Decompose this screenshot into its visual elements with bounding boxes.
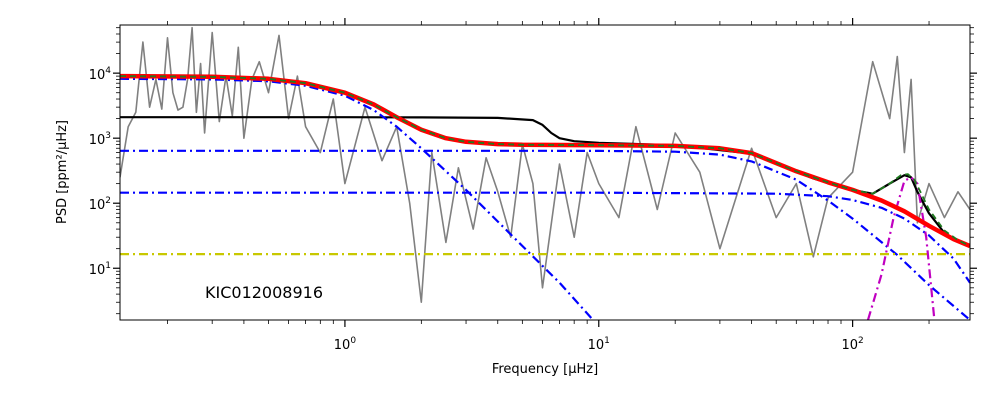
- tick-layer: 100 101 102 101 102 103 104: [89, 18, 977, 353]
- y-tick-label: 104: [89, 66, 112, 83]
- x-tick-label: 100: [334, 336, 357, 353]
- series-line-0: [120, 26, 970, 304]
- series-line-8: [120, 75, 970, 247]
- x-axis-label: Frequency [μHz]: [492, 362, 598, 377]
- series-line-4: [120, 191, 970, 284]
- series-layer: [120, 26, 970, 320]
- plot-area: [120, 25, 970, 320]
- plot-frame: [119, 24, 971, 321]
- star-id-annotation: KIC012008916: [205, 283, 323, 302]
- series-line-2: [120, 77, 594, 320]
- y-tick-label: 101: [89, 261, 111, 278]
- series-line-3: [120, 149, 970, 320]
- x-tick-label: 101: [588, 336, 610, 353]
- series-line-6: [866, 176, 936, 320]
- y-tick-label: 102: [89, 196, 111, 213]
- y-tick-label: 103: [89, 131, 111, 148]
- y-axis-label: PSD [ppm²/μHz]: [55, 120, 70, 224]
- x-tick-label: 102: [841, 336, 863, 353]
